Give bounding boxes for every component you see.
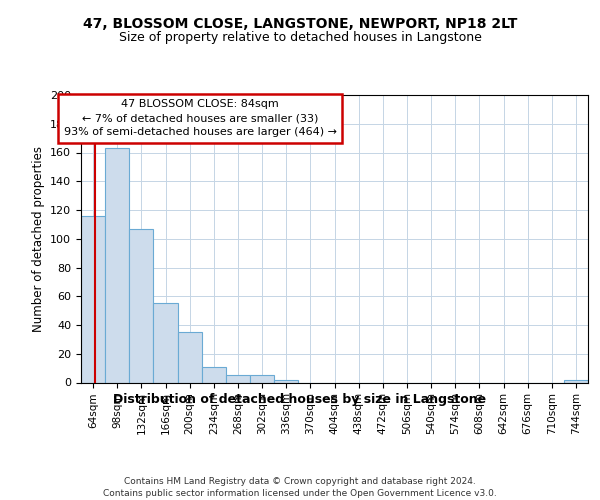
Bar: [154, 304, 178, 382]
Bar: [202, 366, 226, 382]
Bar: [178, 332, 202, 382]
Text: 47 BLOSSOM CLOSE: 84sqm
← 7% of detached houses are smaller (33)
93% of semi-det: 47 BLOSSOM CLOSE: 84sqm ← 7% of detached…: [64, 100, 337, 138]
Bar: [250, 376, 274, 382]
Bar: [274, 380, 298, 382]
Y-axis label: Number of detached properties: Number of detached properties: [32, 146, 44, 332]
Text: Contains HM Land Registry data © Crown copyright and database right 2024.
Contai: Contains HM Land Registry data © Crown c…: [103, 476, 497, 498]
Text: Size of property relative to detached houses in Langstone: Size of property relative to detached ho…: [119, 31, 481, 44]
Bar: [105, 148, 129, 382]
Bar: [226, 376, 250, 382]
Text: 47, BLOSSOM CLOSE, LANGSTONE, NEWPORT, NP18 2LT: 47, BLOSSOM CLOSE, LANGSTONE, NEWPORT, N…: [83, 18, 517, 32]
Bar: [129, 228, 154, 382]
Bar: [81, 216, 105, 382]
Bar: [564, 380, 588, 382]
Text: Distribution of detached houses by size in Langstone: Distribution of detached houses by size …: [113, 392, 487, 406]
